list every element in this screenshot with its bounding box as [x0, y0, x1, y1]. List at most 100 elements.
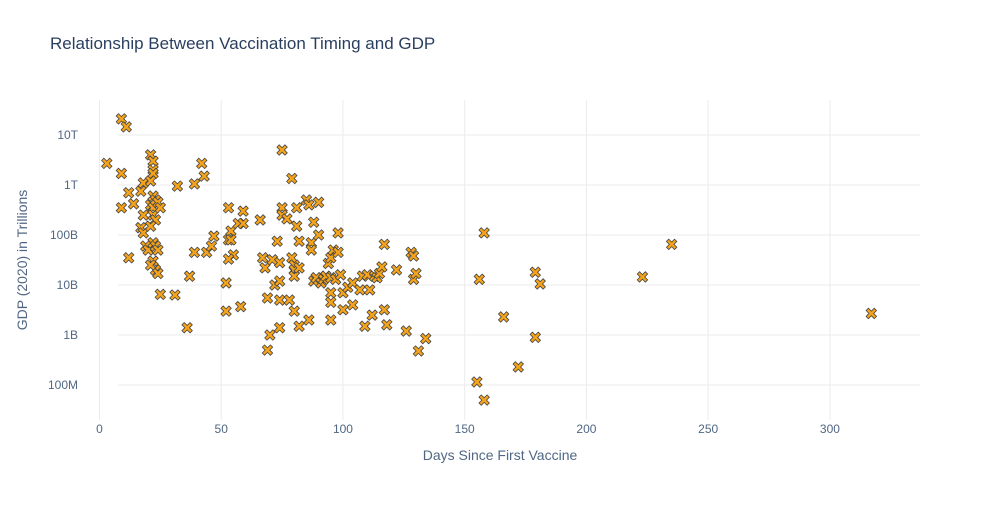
data-point[interactable] — [286, 172, 298, 185]
data-point[interactable] — [497, 311, 510, 323]
data-point[interactable] — [376, 261, 388, 273]
data-point[interactable] — [378, 238, 391, 251]
data-point[interactable] — [290, 220, 303, 232]
data-point[interactable] — [181, 321, 193, 334]
data-point[interactable] — [137, 227, 150, 239]
data-point[interactable] — [305, 244, 318, 256]
data-point[interactable] — [188, 246, 201, 259]
data-point[interactable] — [325, 296, 337, 309]
data-point[interactable] — [312, 229, 325, 241]
data-point[interactable] — [127, 198, 140, 210]
data-point[interactable] — [225, 234, 237, 246]
data-point[interactable] — [273, 275, 286, 287]
data-point[interactable] — [273, 294, 286, 306]
data-point[interactable] — [303, 199, 315, 211]
data-point[interactable] — [225, 225, 237, 237]
data-point[interactable] — [419, 332, 432, 345]
data-point[interactable] — [390, 264, 403, 276]
data-point[interactable] — [271, 235, 283, 248]
data-point[interactable] — [198, 170, 210, 182]
data-point[interactable] — [290, 202, 303, 214]
data-point[interactable] — [135, 185, 147, 197]
data-point[interactable] — [865, 307, 878, 320]
data-point[interactable] — [332, 227, 344, 239]
data-point[interactable] — [222, 202, 235, 214]
data-point[interactable] — [101, 157, 113, 170]
data-point[interactable] — [154, 202, 167, 214]
data-point[interactable] — [471, 376, 483, 388]
data-point[interactable] — [665, 238, 678, 251]
data-point[interactable] — [337, 303, 349, 316]
data-point[interactable] — [122, 186, 135, 199]
data-point[interactable] — [293, 235, 305, 248]
data-point[interactable] — [183, 270, 196, 282]
data-point[interactable] — [276, 144, 288, 156]
data-point[interactable] — [636, 271, 649, 283]
data-point[interactable] — [366, 309, 378, 321]
data-point[interactable] — [332, 246, 344, 259]
data-point[interactable] — [115, 113, 128, 125]
data-point[interactable] — [152, 267, 164, 280]
data-point[interactable] — [378, 303, 391, 316]
data-point[interactable] — [144, 175, 157, 187]
data-point[interactable] — [188, 178, 201, 190]
data-point[interactable] — [144, 220, 157, 232]
data-point[interactable] — [147, 155, 159, 167]
data-point[interactable] — [410, 267, 422, 280]
data-point[interactable] — [381, 319, 393, 331]
data-point[interactable] — [256, 252, 269, 264]
data-point[interactable] — [288, 270, 301, 282]
data-point[interactable] — [115, 202, 128, 214]
data-point[interactable] — [122, 252, 135, 264]
data-point[interactable] — [400, 325, 413, 337]
data-point[interactable] — [220, 305, 232, 317]
data-point[interactable] — [293, 320, 305, 332]
data-point[interactable] — [237, 205, 249, 217]
data-point[interactable] — [512, 361, 525, 373]
data-point[interactable] — [144, 259, 157, 271]
data-point[interactable] — [529, 331, 542, 344]
data-point[interactable] — [195, 157, 208, 170]
data-point[interactable] — [152, 244, 164, 256]
data-point[interactable] — [154, 288, 167, 301]
data-point[interactable] — [312, 196, 325, 209]
data-point[interactable] — [261, 344, 274, 356]
data-point[interactable] — [254, 214, 266, 226]
data-point[interactable] — [273, 321, 286, 334]
data-point[interactable] — [137, 209, 150, 221]
data-point[interactable] — [208, 230, 220, 242]
data-point[interactable] — [478, 227, 490, 239]
data-point[interactable] — [473, 273, 486, 286]
data-point[interactable] — [115, 167, 128, 180]
data-point[interactable] — [220, 277, 232, 289]
data-point[interactable] — [359, 320, 371, 332]
data-point[interactable] — [293, 262, 305, 274]
data-point[interactable] — [283, 294, 296, 306]
data-point[interactable] — [273, 256, 286, 269]
data-point[interactable] — [171, 180, 184, 192]
data-point[interactable] — [281, 213, 293, 225]
data-point[interactable] — [264, 329, 276, 341]
data-point[interactable] — [412, 345, 425, 357]
data-point[interactable] — [259, 262, 271, 274]
data-point[interactable] — [261, 292, 274, 304]
data-point[interactable] — [334, 269, 347, 281]
data-point[interactable] — [120, 121, 133, 133]
data-point[interactable] — [288, 305, 301, 317]
data-point[interactable] — [205, 240, 218, 252]
data-point[interactable] — [222, 253, 235, 265]
data-point[interactable] — [237, 217, 249, 230]
data-point[interactable] — [325, 314, 337, 326]
data-point[interactable] — [307, 216, 320, 228]
data-point[interactable] — [529, 266, 542, 279]
data-point[interactable] — [363, 284, 376, 296]
data-point[interactable] — [534, 278, 546, 290]
data-point[interactable] — [303, 314, 315, 326]
data-point[interactable] — [234, 300, 247, 313]
data-point[interactable] — [346, 299, 359, 311]
data-point[interactable] — [325, 286, 337, 299]
data-point[interactable] — [407, 250, 420, 262]
data-point[interactable] — [169, 289, 181, 301]
data-point[interactable] — [478, 394, 490, 406]
data-point[interactable] — [354, 284, 366, 296]
